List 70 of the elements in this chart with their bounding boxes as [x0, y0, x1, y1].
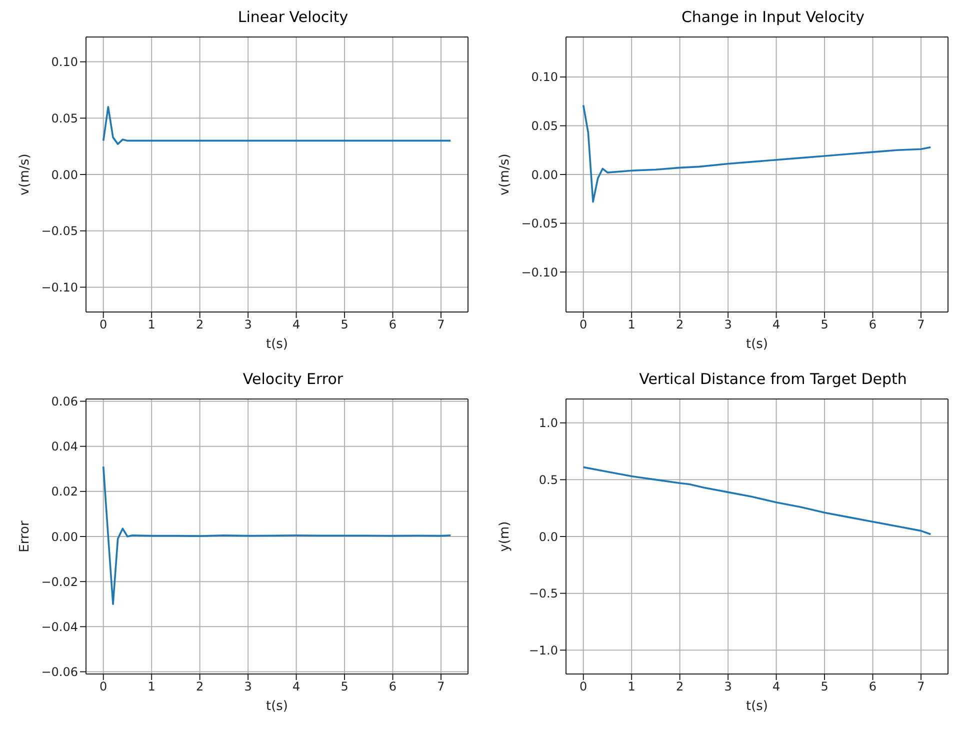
y-tick-label: 0.05	[51, 111, 78, 126]
x-tick-label: 7	[437, 318, 445, 332]
y-axis-title: Error	[18, 520, 33, 552]
y-tick-label: −0.05	[521, 216, 558, 231]
x-tick-label: 4	[772, 680, 780, 694]
x-tick-label: 7	[437, 680, 445, 694]
chart-title: Linear Velocity	[236, 8, 350, 28]
x-tick-label: 2	[676, 680, 684, 694]
y-tick-label: 0.04	[51, 440, 78, 454]
x-tick-label: 2	[196, 680, 204, 694]
y-axis-title: y(m)	[498, 521, 513, 552]
y-tick-label: 0.06	[51, 394, 78, 409]
y-tick-label: −0.10	[521, 265, 558, 280]
x-tick-label: 0	[580, 318, 588, 332]
x-tick-label: 3	[244, 318, 252, 332]
y-tick-label: 0.05	[531, 119, 558, 133]
x-axis-title: t(s)	[266, 337, 288, 352]
y-tick-label: 0.0	[538, 530, 558, 544]
y-axis-title: v(m/s)	[498, 154, 513, 196]
x-tick-label: 0	[100, 680, 108, 694]
y-tick-label: 0.00	[51, 168, 78, 182]
x-axis-title: t(s)	[266, 699, 288, 714]
x-axis-title: t(s)	[746, 337, 768, 352]
line-series	[102, 106, 452, 145]
chart-title: Vertical Distance from Target Depth	[638, 370, 908, 390]
x-tick-label: 5	[820, 680, 828, 694]
y-tick-label: 0.00	[531, 168, 558, 182]
y-tick-label: 0.02	[51, 484, 78, 499]
y-tick-label: −1.0	[528, 643, 558, 658]
x-tick-label: 7	[917, 318, 925, 332]
chart-title: Velocity Error	[242, 370, 344, 390]
x-tick-label: 0	[100, 318, 108, 332]
line-series	[582, 104, 932, 203]
line-series	[102, 466, 452, 606]
x-tick-label: 3	[724, 680, 732, 694]
y-tick-label: −0.06	[41, 665, 78, 680]
x-tick-label: 6	[388, 318, 397, 332]
y-tick-label: 1.0	[538, 416, 558, 430]
x-tick-label: 1	[628, 680, 636, 694]
y-tick-label: −0.10	[41, 280, 78, 294]
x-tick-label: 4	[292, 680, 300, 694]
x-tick-label: 7	[917, 680, 925, 694]
y-tick-label: 0.00	[51, 530, 78, 544]
y-tick-label: 0.10	[531, 70, 558, 84]
x-tick-label: 2	[196, 318, 204, 332]
x-tick-label: 1	[148, 680, 156, 694]
x-axis-title: t(s)	[746, 699, 768, 714]
x-tick-label: 1	[148, 318, 156, 332]
x-tick-label: 6	[868, 680, 877, 694]
x-tick-label: 6	[868, 318, 877, 332]
x-tick-label: 2	[676, 318, 684, 332]
x-tick-label: 5	[340, 318, 348, 332]
y-tick-label: −0.04	[41, 620, 78, 634]
chart-title: Change in Input Velocity	[680, 8, 866, 28]
y-axis-title: v(m/s)	[18, 154, 33, 196]
y-tick-label: −0.5	[528, 586, 558, 601]
x-tick-label: 5	[340, 680, 348, 694]
y-tick-label: −0.05	[41, 224, 78, 238]
x-tick-label: 6	[388, 680, 397, 694]
y-tick-label: 0.10	[51, 55, 78, 70]
x-tick-label: 3	[724, 318, 732, 332]
y-tick-label: −0.02	[41, 574, 78, 589]
y-tick-label: 0.5	[538, 472, 558, 487]
x-tick-label: 3	[244, 680, 252, 694]
line-series	[582, 466, 932, 536]
x-tick-label: 0	[580, 680, 588, 694]
x-tick-label: 5	[820, 318, 828, 332]
x-tick-label: 1	[628, 318, 636, 332]
x-tick-label: 4	[772, 318, 780, 332]
x-tick-label: 4	[292, 318, 300, 332]
